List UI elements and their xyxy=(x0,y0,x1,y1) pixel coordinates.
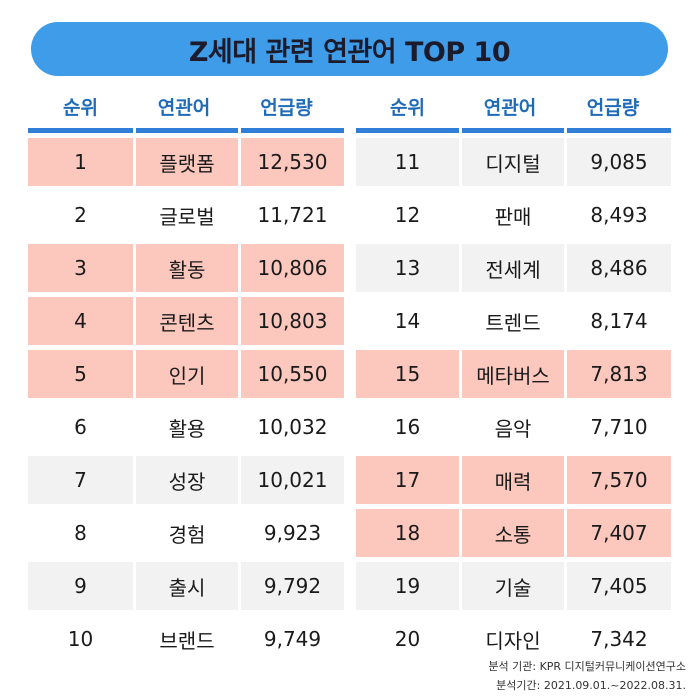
table-row: 19 기술 7,405 xyxy=(356,562,671,610)
count-cell: 7,710 xyxy=(567,403,671,451)
table-row: 7 성장 10,021 xyxy=(28,456,344,504)
word-cell: 콘텐츠 xyxy=(136,297,238,345)
word-cell: 활용 xyxy=(136,403,238,451)
ranking-table-right: 순위 연관어 언급량 11 디지털 9,085 12 판매 8,493 13 전세계 8,486… xyxy=(356,85,671,668)
count-cell: 10,803 xyxy=(241,297,344,345)
page-title: Z세대 관련 연관어 TOP 10 xyxy=(188,36,511,68)
header-word: 연관어 xyxy=(157,97,211,119)
count-cell: 7,405 xyxy=(567,562,671,610)
rank-cell: 8 xyxy=(28,509,133,557)
rank-cell: 15 xyxy=(356,350,459,398)
table-header: 순위 연관어 언급량 xyxy=(356,85,671,128)
word-cell: 음악 xyxy=(462,403,564,451)
footer-period: 분석기간: 2021.09.01.~2022.08.31. xyxy=(496,679,686,692)
word-cell: 메타버스 xyxy=(462,350,564,398)
rank-cell: 5 xyxy=(28,350,133,398)
table-row: 11 디지털 9,085 xyxy=(356,138,671,186)
count-cell: 10,806 xyxy=(241,244,344,292)
rank-cell: 7 xyxy=(28,456,133,504)
table-row: 3 활동 10,806 xyxy=(28,244,344,292)
header-count: 언급량 xyxy=(586,97,640,119)
word-cell: 매력 xyxy=(462,456,564,504)
table-row: 16 음악 7,710 xyxy=(356,403,671,451)
header-rank: 순위 xyxy=(390,97,425,119)
table-row: 20 디자인 7,342 xyxy=(356,615,671,663)
word-cell: 기술 xyxy=(462,562,564,610)
rank-cell: 17 xyxy=(356,456,459,504)
count-cell: 11,721 xyxy=(241,191,344,239)
table-row: 1 플랫폼 12,530 xyxy=(28,138,344,186)
table-row: 17 매력 7,570 xyxy=(356,456,671,504)
header-rank: 순위 xyxy=(63,97,98,119)
table-row: 5 인기 10,550 xyxy=(28,350,344,398)
title-banner: Z세대 관련 연관어 TOP 10 xyxy=(31,22,668,76)
word-cell: 글로벌 xyxy=(136,191,238,239)
table-row: 9 출시 9,792 xyxy=(28,562,344,610)
rank-cell: 20 xyxy=(356,615,459,663)
count-cell: 8,493 xyxy=(567,191,671,239)
count-cell: 7,570 xyxy=(567,456,671,504)
rank-cell: 14 xyxy=(356,297,459,345)
count-cell: 8,174 xyxy=(567,297,671,345)
word-cell: 판매 xyxy=(462,191,564,239)
count-cell: 9,085 xyxy=(567,138,671,186)
header-underline xyxy=(356,128,671,133)
count-cell: 9,923 xyxy=(241,509,344,557)
footer-source: 분석 기관: KPR 디지털커뮤니케이션연구소 xyxy=(488,660,686,673)
header-underline xyxy=(28,128,344,133)
count-cell: 9,792 xyxy=(241,562,344,610)
count-cell: 10,032 xyxy=(241,403,344,451)
table-body: 11 디지털 9,085 12 판매 8,493 13 전세계 8,486 14 트렌드 8,174 1… xyxy=(356,138,671,663)
table-row: 14 트렌드 8,174 xyxy=(356,297,671,345)
word-cell: 디지털 xyxy=(462,138,564,186)
table-row: 2 글로벌 11,721 xyxy=(28,191,344,239)
rank-cell: 12 xyxy=(356,191,459,239)
word-cell: 성장 xyxy=(136,456,238,504)
header-word: 연관어 xyxy=(483,97,537,119)
count-cell: 12,530 xyxy=(241,138,344,186)
rank-cell: 4 xyxy=(28,297,133,345)
word-cell: 소통 xyxy=(462,509,564,557)
ranking-table-left: 순위 연관어 언급량 1 플랫폼 12,530 2 글로벌 11,721 3 활동 10,806… xyxy=(28,85,344,668)
word-cell: 디자인 xyxy=(462,615,564,663)
word-cell: 플랫폼 xyxy=(136,138,238,186)
count-cell: 9,749 xyxy=(241,615,344,663)
word-cell: 트렌드 xyxy=(462,297,564,345)
table-row: 12 판매 8,493 xyxy=(356,191,671,239)
rank-cell: 3 xyxy=(28,244,133,292)
word-cell: 출시 xyxy=(136,562,238,610)
rank-cell: 9 xyxy=(28,562,133,610)
table-row: 8 경험 9,923 xyxy=(28,509,344,557)
header-count: 언급량 xyxy=(260,97,313,119)
table-header: 순위 연관어 언급량 xyxy=(28,85,344,128)
word-cell: 경험 xyxy=(136,509,238,557)
rank-cell: 18 xyxy=(356,509,459,557)
count-cell: 7,813 xyxy=(567,350,671,398)
count-cell: 8,486 xyxy=(567,244,671,292)
table-row: 4 콘텐츠 10,803 xyxy=(28,297,344,345)
table-row: 10 브랜드 9,749 xyxy=(28,615,344,663)
rank-cell: 11 xyxy=(356,138,459,186)
rank-cell: 19 xyxy=(356,562,459,610)
table-row: 18 소통 7,407 xyxy=(356,509,671,557)
count-cell: 7,342 xyxy=(567,615,671,663)
rank-cell: 10 xyxy=(28,615,133,663)
table-row: 6 활용 10,032 xyxy=(28,403,344,451)
table-body: 1 플랫폼 12,530 2 글로벌 11,721 3 활동 10,806 4 콘텐츠 10,803 5… xyxy=(28,138,344,663)
rank-cell: 6 xyxy=(28,403,133,451)
count-cell: 10,550 xyxy=(241,350,344,398)
rank-cell: 1 xyxy=(28,138,133,186)
count-cell: 7,407 xyxy=(567,509,671,557)
table-row: 15 메타버스 7,813 xyxy=(356,350,671,398)
rank-cell: 2 xyxy=(28,191,133,239)
word-cell: 활동 xyxy=(136,244,238,292)
word-cell: 인기 xyxy=(136,350,238,398)
word-cell: 전세계 xyxy=(462,244,564,292)
count-cell: 10,021 xyxy=(241,456,344,504)
table-row: 13 전세계 8,486 xyxy=(356,244,671,292)
rank-cell: 16 xyxy=(356,403,459,451)
word-cell: 브랜드 xyxy=(136,615,238,663)
rank-cell: 13 xyxy=(356,244,459,292)
